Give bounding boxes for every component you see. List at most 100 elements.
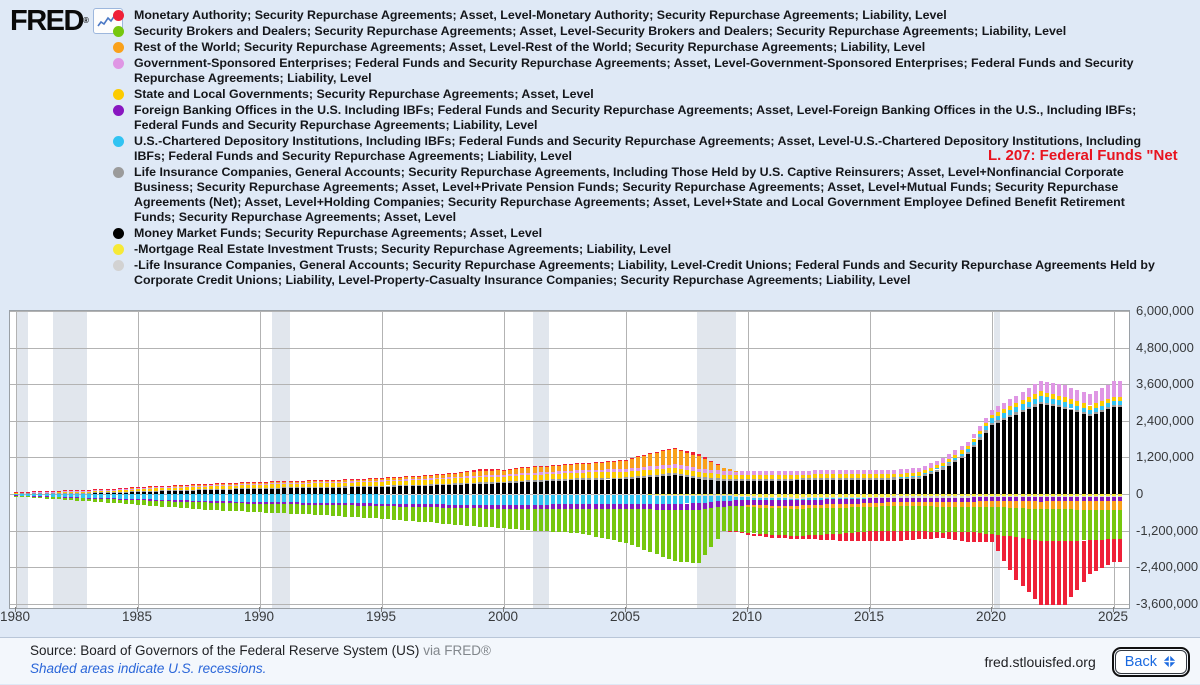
bar-segment-lightgray xyxy=(746,496,750,498)
bar-segment-purple xyxy=(1057,497,1062,502)
bar-segment-green xyxy=(526,509,531,531)
bar-segment-pink xyxy=(831,470,836,475)
back-button-focus-ring: Back xyxy=(1111,646,1190,677)
bar-segment-black xyxy=(465,484,470,494)
bar-segment-purple xyxy=(62,497,67,498)
bar-segment-purple xyxy=(611,503,616,510)
bar-segment-lightgray xyxy=(642,494,647,496)
bar-segment-orange xyxy=(233,482,238,485)
bar-segment-yellow xyxy=(709,473,714,478)
bar-segment-yellow xyxy=(1002,409,1007,413)
bar-segment-black xyxy=(727,481,732,494)
bar-segment-gray xyxy=(190,489,195,491)
bar-segment-cyan xyxy=(636,495,641,504)
bar-segment-green xyxy=(502,508,506,529)
bar-segment-pink xyxy=(367,480,372,483)
bar-segment-purple xyxy=(556,504,561,509)
bar-segment-black xyxy=(38,493,43,494)
bar-segment-purple xyxy=(605,503,610,510)
bar-segment-pink xyxy=(1112,381,1116,397)
plot-area[interactable] xyxy=(9,310,1130,609)
bar-segment-yellow xyxy=(434,479,439,485)
bar-segment-purple xyxy=(453,504,458,508)
v-gridline xyxy=(626,311,627,608)
bar-segment-orange xyxy=(453,473,458,477)
bar-segment-green xyxy=(300,504,305,515)
bar-segment-cyan xyxy=(630,495,635,504)
bar-segment-purple xyxy=(593,503,598,509)
bar-segment-yellow xyxy=(563,473,567,479)
bar-segment-yellow xyxy=(178,487,183,490)
bar-segment-purple xyxy=(434,504,439,508)
bar-segment-green xyxy=(441,507,445,524)
bar-segment-black xyxy=(282,488,287,494)
bar-segment-green xyxy=(514,509,519,530)
bar-segment-purple xyxy=(483,505,488,509)
bar-segment-pink xyxy=(691,467,696,472)
bar-segment-gray xyxy=(184,489,189,491)
bar-segment-cyan xyxy=(1008,409,1013,415)
bar-segment-orange xyxy=(239,482,244,485)
back-button[interactable]: Back xyxy=(1114,649,1187,674)
bar-segment-black xyxy=(75,493,79,494)
bar-segment-yellow xyxy=(508,476,513,482)
bar-segment-red xyxy=(441,473,445,475)
bar-segment-orange xyxy=(727,469,732,472)
bar-segment-yellow xyxy=(447,478,452,484)
bar-segment-green xyxy=(563,508,567,533)
bar-segment-orange xyxy=(276,481,281,484)
bar-segment-orange xyxy=(977,501,982,508)
bar-segment-purple xyxy=(849,498,854,504)
bar-segment-black xyxy=(123,492,128,494)
bar-segment-red xyxy=(447,473,452,474)
bar-segment-pink xyxy=(617,469,622,472)
bar-segment-lightgray xyxy=(813,497,818,499)
bar-segment-green xyxy=(129,500,134,505)
bar-segment-black xyxy=(599,479,604,494)
bar-segment-yellow xyxy=(1118,396,1123,402)
bar-segment-purple xyxy=(160,499,165,502)
bar-segment-pink xyxy=(380,480,384,482)
bar-segment-gray xyxy=(422,484,427,486)
bar-segment-gray xyxy=(227,488,232,490)
bar-segment-green xyxy=(197,502,201,510)
bar-segment-yellow xyxy=(935,465,940,469)
bar-segment-green xyxy=(538,508,543,531)
bar-segment-cyan xyxy=(416,494,421,505)
bar-segment-black xyxy=(868,480,872,494)
bar-segment-black xyxy=(697,479,702,494)
bar-segment-black xyxy=(929,474,933,494)
bar-segment-pink xyxy=(203,485,208,487)
bar-segment-red xyxy=(1038,541,1043,606)
bar-segment-red xyxy=(105,488,110,490)
bar-segment-lightgray xyxy=(495,493,500,495)
bar-segment-orange xyxy=(685,452,689,467)
bar-segment-orange xyxy=(776,505,781,509)
bar-segment-lightgray xyxy=(868,496,872,498)
bar-segment-cyan xyxy=(843,497,848,500)
bar-segment-gray xyxy=(38,493,43,494)
bar-segment-cyan xyxy=(453,494,458,505)
footer-right-cluster: fred.stlouisfed.org Back xyxy=(984,638,1190,685)
site-url[interactable]: fred.stlouisfed.org xyxy=(984,653,1096,670)
bar-segment-yellow xyxy=(1044,392,1049,398)
bar-segment-cyan xyxy=(910,476,915,477)
bar-segment-gray xyxy=(471,482,476,485)
bar-segment-red xyxy=(977,533,982,543)
bar-segment-red xyxy=(1093,539,1098,571)
bar-segment-black xyxy=(855,480,860,494)
bar-segment-orange xyxy=(227,483,232,485)
bar-segment-black xyxy=(62,493,67,494)
bar-segment-lightyellow xyxy=(1075,493,1080,496)
bar-segment-black xyxy=(233,489,238,494)
bar-segment-yellow xyxy=(129,489,134,492)
bar-segment-black xyxy=(489,483,494,494)
bar-segment-green xyxy=(160,501,165,507)
bar-segment-yellow xyxy=(117,489,122,492)
bar-segment-pink xyxy=(788,470,793,475)
bar-segment-black xyxy=(477,483,482,494)
v-gridline xyxy=(870,311,871,608)
bar-segment-gray xyxy=(319,486,323,488)
bar-segment-red xyxy=(20,491,25,493)
bar-segment-orange xyxy=(337,479,342,482)
